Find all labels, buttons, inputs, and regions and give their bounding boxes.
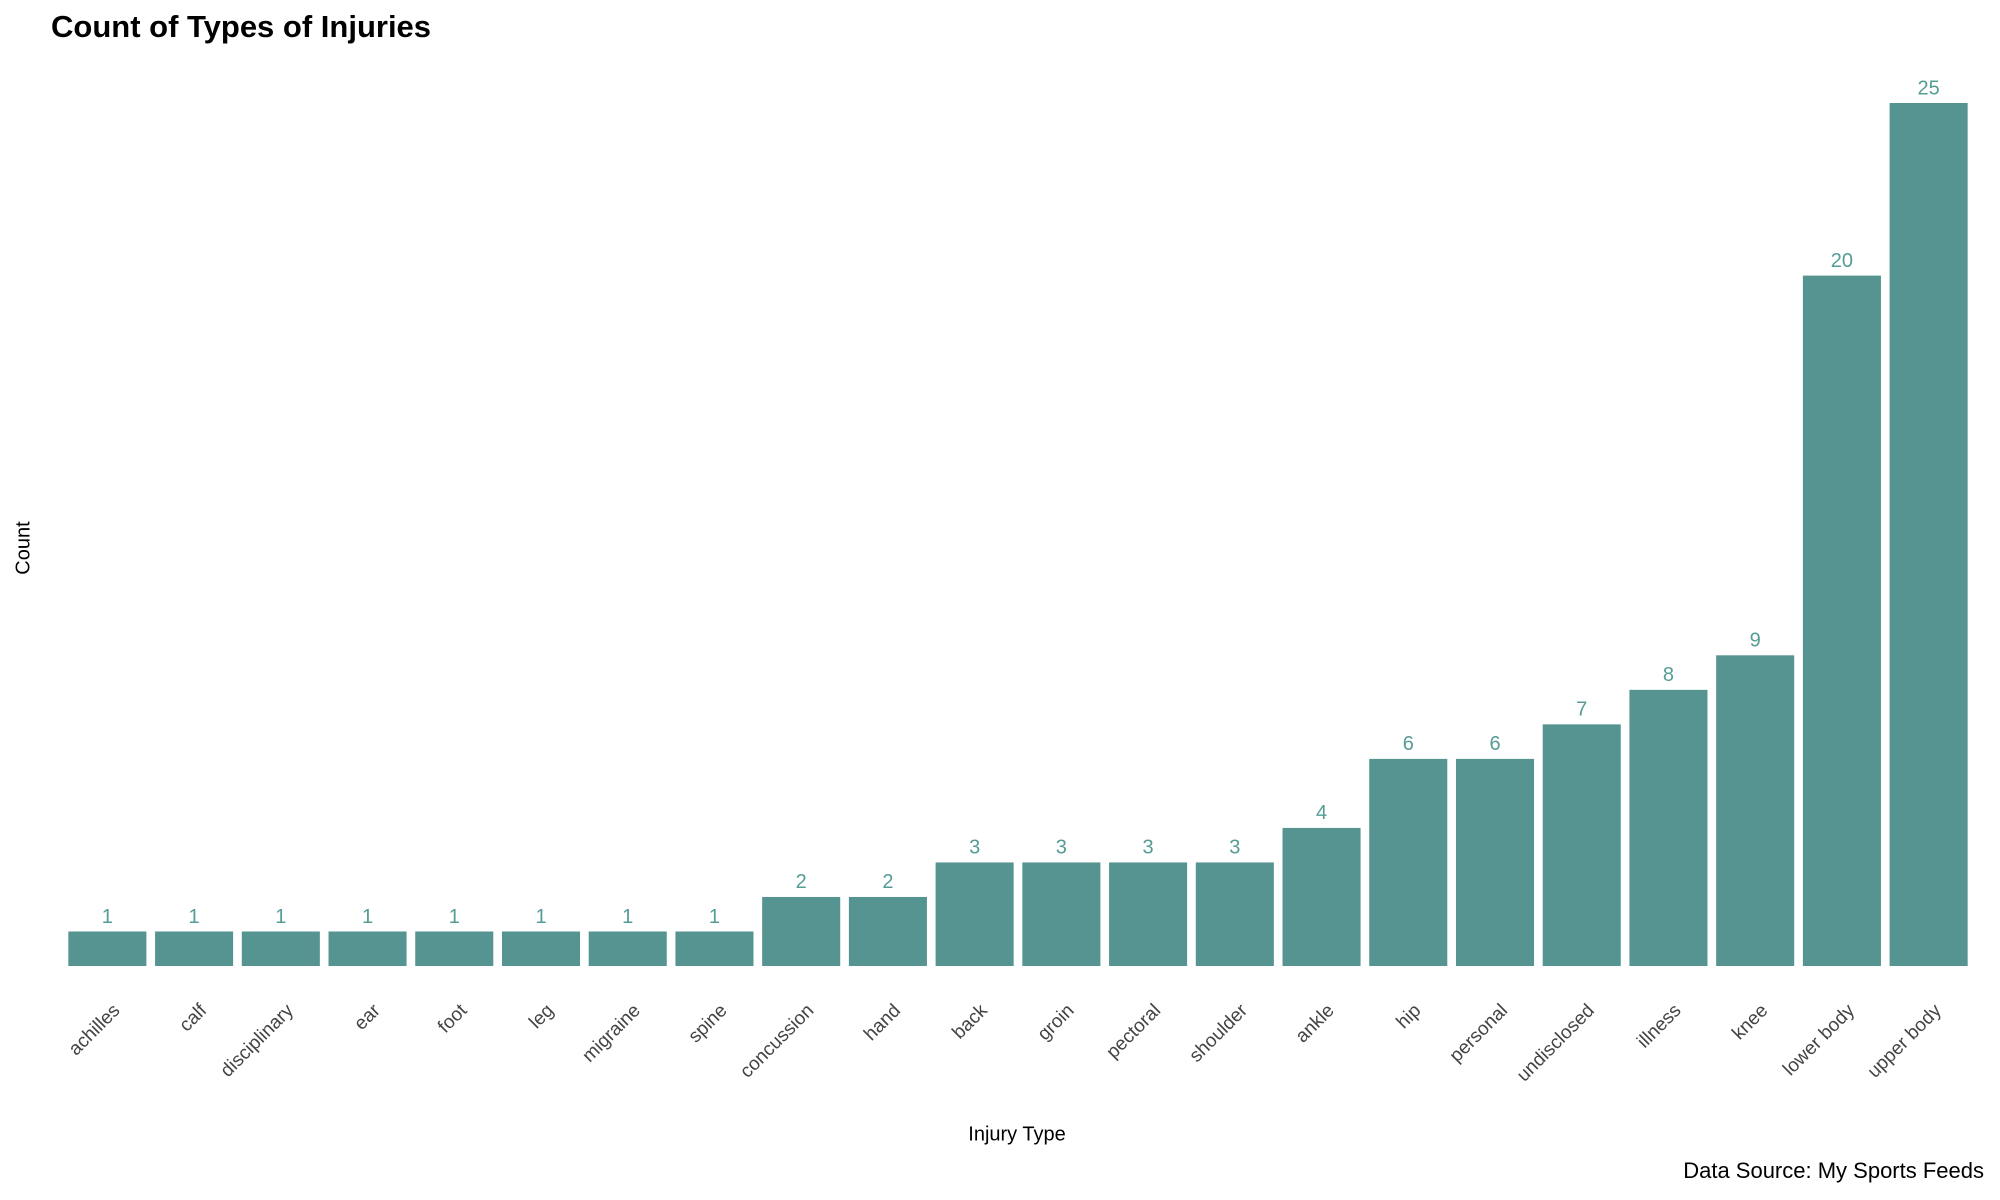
x-axis-label: Injury Type <box>968 1123 1065 1145</box>
value-label: 1 <box>449 906 460 928</box>
bar <box>415 931 494 966</box>
bar <box>762 896 841 966</box>
value-label: 1 <box>709 906 720 928</box>
value-label: 1 <box>102 906 113 928</box>
bar <box>675 931 754 966</box>
value-label: 2 <box>796 871 807 893</box>
bar <box>68 931 147 966</box>
x-tick-label: illness <box>1633 1000 1685 1052</box>
x-tick-label: leg <box>525 1000 558 1033</box>
x-tick-label: spine <box>685 1000 732 1047</box>
value-label: 3 <box>1056 837 1067 859</box>
x-tick-label: ankle <box>1292 1000 1339 1047</box>
bar <box>328 931 407 966</box>
value-label: 9 <box>1750 630 1761 652</box>
chart-title: Count of Types of Injuries <box>51 9 431 44</box>
bar <box>1369 758 1448 966</box>
x-tick-label: foot <box>434 1000 472 1038</box>
value-label: 1 <box>535 906 546 928</box>
x-tick-label: migraine <box>578 1000 644 1066</box>
x-tick-label: hip <box>1393 1000 1426 1033</box>
caption: Data Source: My Sports Feeds <box>1683 1158 1984 1183</box>
x-tick-label: achilles <box>65 1000 125 1060</box>
bar <box>1282 827 1361 966</box>
x-tick-label: upper body <box>1864 1000 1946 1082</box>
value-label: 1 <box>189 906 200 928</box>
x-tick-label: concussion <box>736 1000 818 1082</box>
bar <box>1195 862 1274 966</box>
x-tick-label: undisclosed <box>1513 1000 1599 1086</box>
value-label: 20 <box>1831 250 1853 272</box>
value-label: 1 <box>622 906 633 928</box>
value-label: 3 <box>1143 837 1154 859</box>
x-tick-label: knee <box>1728 1000 1772 1044</box>
x-tick-label: personal <box>1446 1000 1512 1066</box>
x-tick-label: ear <box>350 1000 385 1035</box>
bar <box>1109 862 1188 966</box>
x-tick-label: hand <box>860 1000 905 1045</box>
value-label: 25 <box>1918 77 1940 99</box>
value-label: 1 <box>275 906 286 928</box>
x-tick-label: pectoral <box>1103 1000 1166 1063</box>
x-tick-label: disciplinary <box>217 1000 299 1082</box>
x-tick-label: shoulder <box>1186 1000 1253 1067</box>
bar <box>501 931 581 966</box>
bar <box>241 931 320 966</box>
value-label: 3 <box>1229 837 1240 859</box>
x-tick-label: lower body <box>1779 1000 1859 1080</box>
bar <box>1542 724 1621 966</box>
value-label: 7 <box>1576 699 1587 721</box>
x-tick-label: back <box>948 1000 992 1044</box>
bar <box>1455 758 1535 966</box>
bar <box>1629 689 1708 966</box>
value-label: 1 <box>362 906 373 928</box>
value-label: 4 <box>1316 802 1327 824</box>
bar <box>588 931 667 966</box>
value-label: 3 <box>969 837 980 859</box>
x-tick-label: calf <box>175 1000 211 1036</box>
bar <box>1716 655 1795 966</box>
x-tick-label: groin <box>1034 1000 1079 1045</box>
bar <box>1022 862 1101 966</box>
bar <box>1889 103 1968 966</box>
bar <box>935 862 1014 966</box>
value-label: 6 <box>1489 733 1500 755</box>
bar <box>1802 275 1881 967</box>
y-axis-label: Count <box>12 521 34 575</box>
value-label: 2 <box>882 871 893 893</box>
bar <box>848 896 927 966</box>
value-label: 6 <box>1403 733 1414 755</box>
value-label: 8 <box>1663 664 1674 686</box>
bar <box>155 931 234 966</box>
